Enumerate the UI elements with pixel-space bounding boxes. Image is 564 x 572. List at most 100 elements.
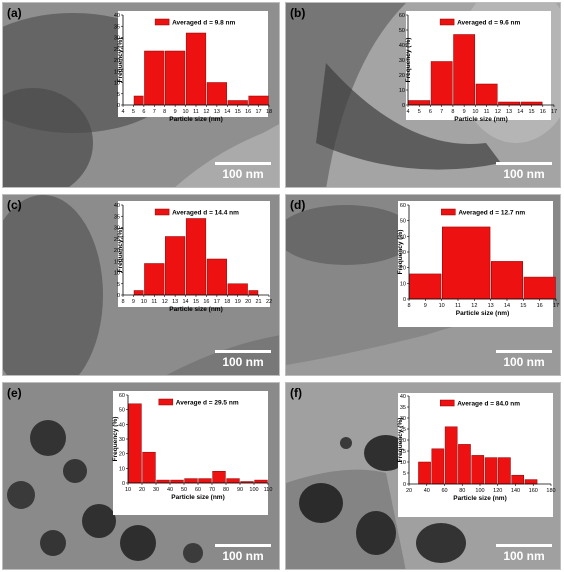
y-tick-label: 10 xyxy=(114,271,120,277)
y-tick-label: 20 xyxy=(119,452,125,458)
x-tick-label: 10 xyxy=(472,109,478,115)
x-tick-label: 15 xyxy=(235,109,241,115)
x-tick-label: 18 xyxy=(266,109,272,115)
histogram-bar xyxy=(128,403,142,484)
y-tick-label: 15 xyxy=(400,449,406,455)
tem-particle xyxy=(340,437,352,449)
x-tick-label: 80 xyxy=(223,487,229,493)
scale-bar-line xyxy=(215,162,271,165)
histogram-b: 0 10 20 30 40 50 60 4 5 6 7 8 9 10 11 12 13 14 15 16 17 Parti… xyxy=(399,11,557,123)
y-tick-label: 35 xyxy=(114,214,120,220)
x-tick-label: 12 xyxy=(471,303,477,309)
scale-bar: 100 nm xyxy=(496,544,552,563)
x-tick-label: 7 xyxy=(153,109,156,115)
scale-bar-label: 100 nm xyxy=(222,167,264,181)
tem-edge xyxy=(166,335,279,375)
scale-bar: 100 nm xyxy=(215,544,271,563)
x-tick-label: 17 xyxy=(214,299,220,305)
y-axis-title: Frequency (%) xyxy=(112,417,119,462)
x-tick-label: 4 xyxy=(121,109,124,115)
histogram-bar xyxy=(156,479,170,484)
tem-particle xyxy=(63,459,87,483)
histogram-bar xyxy=(198,478,212,484)
scale-bar: 100 nm xyxy=(215,350,271,369)
x-axis-title: Particle size (nm) xyxy=(456,310,509,317)
scale-bar-label: 100 nm xyxy=(503,355,545,369)
tem-particle xyxy=(30,420,66,456)
x-tick-label: 14 xyxy=(517,109,523,115)
panel-label: (a) xyxy=(7,6,22,20)
x-tick-label: 8 xyxy=(451,109,454,115)
y-tick-label: 10 xyxy=(400,460,406,466)
x-axis-title: Particle size (nm) xyxy=(453,495,506,502)
y-tick-label: 10 xyxy=(399,88,405,94)
legend-label: Averaged d = 12.7 nm xyxy=(458,210,525,217)
y-tick-label: 0 xyxy=(402,103,405,109)
scale-bar-label: 100 nm xyxy=(222,355,264,369)
legend-label: Averaged d = 9.6 nm xyxy=(457,20,520,27)
tem-particle xyxy=(82,504,116,538)
histogram-bar xyxy=(170,479,184,484)
x-axis-title: Particle size (nm) xyxy=(171,494,224,501)
legend-swatch xyxy=(439,399,455,407)
x-tick-label: 10 xyxy=(439,303,445,309)
x-tick-label: 100 xyxy=(475,488,484,494)
tem-particle xyxy=(416,523,466,563)
y-tick-label: 40 xyxy=(119,422,125,428)
y-tick-label: 0 xyxy=(117,293,120,299)
x-tick-label: 14 xyxy=(183,299,189,305)
histogram-f: 0 5 10 15 20 25 30 35 40 20 40 60 80 100 120 140 160 180 P… xyxy=(397,393,556,517)
x-tick-label: 12 xyxy=(203,109,209,115)
x-tick-label: 17 xyxy=(551,109,557,115)
x-tick-label: 6 xyxy=(142,109,145,115)
x-tick-label: 80 xyxy=(459,488,465,494)
panel-label: (f) xyxy=(290,386,302,400)
x-tick-label: 60 xyxy=(195,487,201,493)
histogram-bar xyxy=(206,82,227,106)
inset-background xyxy=(398,393,553,517)
x-axis-title: Particle size (nm) xyxy=(169,306,222,313)
y-tick-label: 30 xyxy=(114,226,120,232)
x-tick-label: 10 xyxy=(183,109,189,115)
y-tick-label: 10 xyxy=(119,466,125,472)
x-tick-label: 9 xyxy=(132,299,135,305)
y-tick-label: 50 xyxy=(119,408,125,414)
x-tick-label: 140 xyxy=(511,488,520,494)
tem-particle xyxy=(356,511,396,555)
x-tick-label: 100 xyxy=(249,487,258,493)
histogram-bar xyxy=(491,261,523,300)
histogram-bar xyxy=(226,478,240,484)
x-tick-label: 4 xyxy=(406,109,409,115)
x-tick-label: 40 xyxy=(167,487,173,493)
y-tick-label: 20 xyxy=(114,248,120,254)
histogram-bar xyxy=(408,100,431,106)
x-tick-label: 8 xyxy=(121,299,124,305)
histogram-bar xyxy=(475,83,498,106)
x-tick-label: 16 xyxy=(245,109,251,115)
histogram-bar xyxy=(185,218,207,296)
legend-swatch xyxy=(439,18,455,26)
legend-label: Average d = 29.5 nm xyxy=(176,400,239,407)
panel-f: (f) 0 5 10 15 20 25 30 35 40 20 40 60 80 100 120 140 160… xyxy=(285,382,561,570)
x-tick-label: 8 xyxy=(407,303,410,309)
panel-b: (b) 0 10 20 30 40 50 60 4 5 6 7 8 9 10 11 12 13 14 15 16 17 P… xyxy=(285,2,561,188)
y-tick-label: 40 xyxy=(114,13,120,19)
x-tick-label: 22 xyxy=(266,299,272,305)
y-tick-label: 35 xyxy=(114,24,120,30)
x-tick-label: 14 xyxy=(224,109,230,115)
x-tick-label: 60 xyxy=(441,488,447,494)
scale-bar-label: 100 nm xyxy=(503,167,545,181)
histogram-bar xyxy=(511,474,525,485)
histogram-bar xyxy=(248,290,259,296)
x-tick-label: 13 xyxy=(488,303,494,309)
tem-particle xyxy=(299,483,343,523)
x-tick-label: 16 xyxy=(537,303,543,309)
y-tick-label: 0 xyxy=(122,481,125,487)
x-tick-label: 160 xyxy=(529,488,538,494)
x-tick-label: 9 xyxy=(424,303,427,309)
x-tick-label: 110 xyxy=(264,487,273,493)
y-tick-label: 40 xyxy=(400,234,406,240)
scale-bar-line xyxy=(496,350,552,353)
histogram-bar xyxy=(248,95,269,106)
x-tick-label: 70 xyxy=(209,487,215,493)
